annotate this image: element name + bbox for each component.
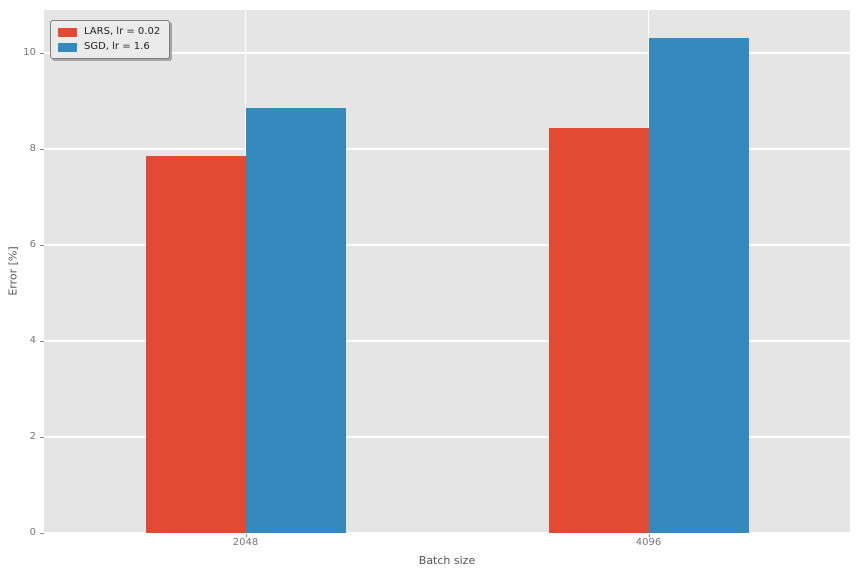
y-tick-mark — [40, 53, 44, 55]
x-tick-mark — [648, 533, 650, 537]
x-tick-mark — [245, 533, 247, 537]
y-tick-label: 6 — [29, 239, 36, 251]
y-tick-label: 2 — [29, 431, 36, 443]
y-tick-mark — [40, 437, 44, 439]
y-tick-label: 0 — [29, 527, 36, 538]
x-tick-label: 4096 — [635, 537, 662, 548]
y-tick-mark — [40, 533, 44, 534]
gridline-horizontal — [44, 436, 850, 438]
gridline-horizontal — [44, 340, 850, 342]
gridline-horizontal — [44, 532, 850, 534]
legend-color-swatch — [58, 27, 77, 37]
y-tick-mark — [40, 149, 44, 151]
legend: LARS, lr = 0.02 SGD, lr = 1.6 — [50, 20, 171, 59]
y-tick-label: 4 — [29, 335, 36, 347]
legend-entry: SGD, lr = 1.6 — [58, 41, 160, 53]
y-axis-label: Error [%] — [6, 246, 20, 296]
gridline-horizontal — [44, 52, 850, 54]
legend-entry: LARS, lr = 0.02 — [58, 26, 160, 38]
x-axis-label: Batch size — [418, 554, 476, 567]
bar-sgd-4096 — [648, 38, 749, 533]
y-tick-label: 10 — [23, 47, 36, 59]
gridline-horizontal — [44, 148, 850, 150]
y-tick-label: 8 — [29, 143, 36, 155]
legend-color-swatch — [58, 42, 77, 52]
y-tick-mark — [40, 245, 44, 247]
y-tick-mark — [40, 341, 44, 343]
legend-label: SGD, lr = 1.6 — [84, 41, 150, 52]
bar-lars-2048 — [145, 155, 246, 533]
bar-sgd-2048 — [245, 107, 346, 533]
bar-lars-4096 — [548, 128, 649, 533]
x-tick-label: 2048 — [232, 537, 259, 548]
legend-label: LARS, lr = 0.02 — [84, 26, 161, 37]
plot-area: LARS, lr = 0.02 SGD, lr = 1.6 — [44, 10, 850, 534]
gridline-horizontal — [44, 244, 850, 246]
